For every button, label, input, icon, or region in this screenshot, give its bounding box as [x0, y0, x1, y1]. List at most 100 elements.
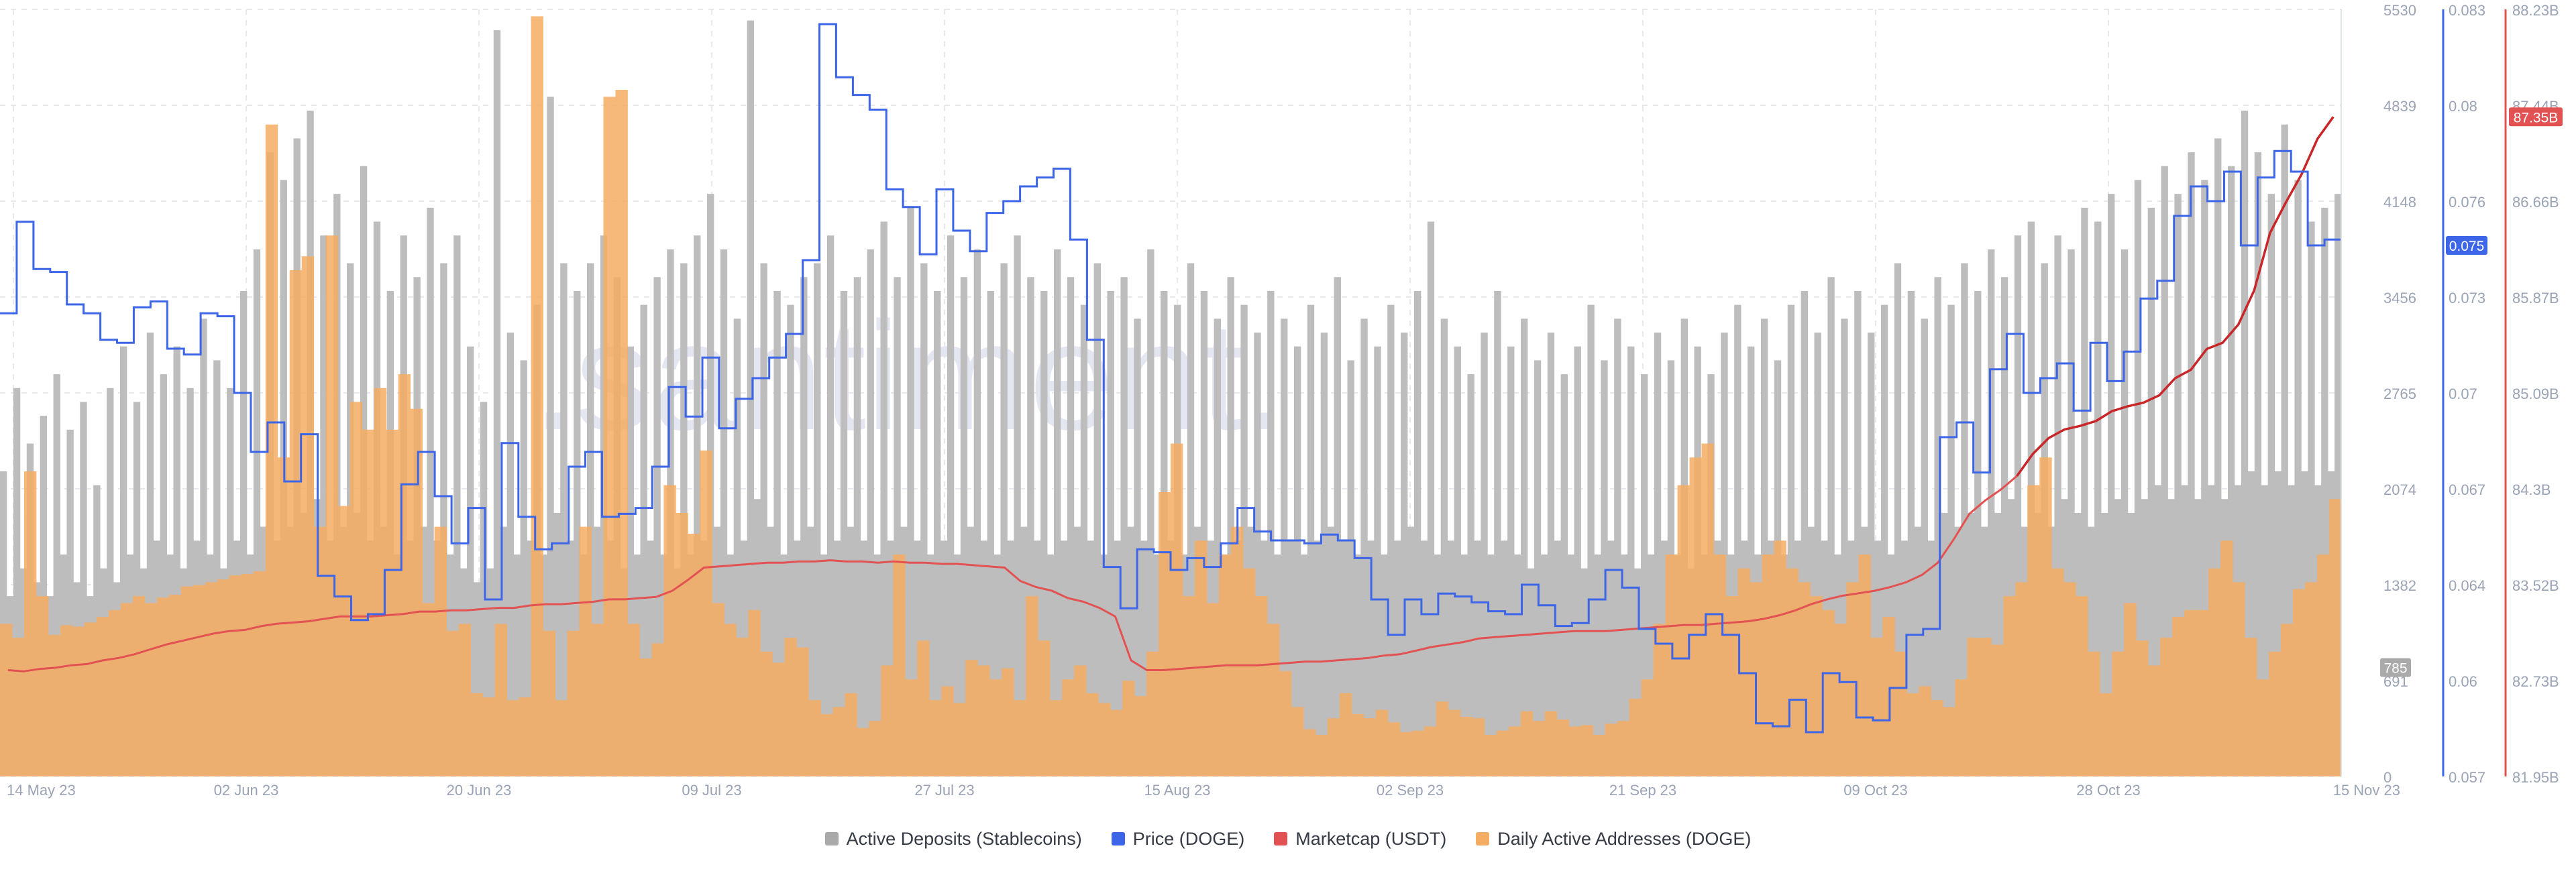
daily-active-addresses-bar: [217, 579, 230, 776]
price-step-line: [0, 23, 2341, 734]
active-deposits-bar: [1748, 346, 1755, 776]
x-axis-tick: 20 Jun 23: [447, 782, 512, 799]
active-deposits-bar: [807, 526, 814, 776]
active-deposits-bar: [2161, 166, 2168, 776]
legend-item-active-deposits[interactable]: Active Deposits (Stablecoins): [824, 828, 1082, 850]
daily-active-addresses-bar: [724, 624, 737, 776]
daily-active-addresses-bar: [0, 624, 13, 776]
active-deposits-bar: [2088, 526, 2095, 776]
legend-item-marketcap[interactable]: Marketcap (USDT): [1274, 829, 1446, 850]
daily-active-addresses-bar: [1411, 730, 1425, 776]
price-axis-tick: 0.067: [2449, 481, 2485, 498]
active-deposits-bar: [980, 540, 987, 776]
daily-active-addresses-bar: [422, 603, 435, 776]
active-deposits-bar: [1534, 360, 1542, 776]
deposits-current-badge-text: 785: [2383, 661, 2407, 677]
active-deposits-bar: [1240, 304, 1248, 776]
daily-active-addresses-bar: [1629, 699, 1642, 776]
active-deposits-bar: [2334, 194, 2342, 776]
daily-active-addresses-bar: [1786, 568, 1799, 776]
active-deposits-bar: [833, 540, 841, 776]
daily-active-addresses-bar: [1086, 693, 1099, 776]
daily-active-addresses-bar: [1363, 718, 1377, 776]
daily-active-addresses-bar: [1448, 709, 1461, 776]
daily-active-addresses-bar: [1870, 638, 1883, 776]
daily-active-addresses-bar: [857, 727, 869, 776]
legend-item-daily-active-addresses[interactable]: Daily Active Addresses (DOGE): [1476, 829, 1751, 850]
active-deposits-bar: [820, 555, 828, 776]
daily-active-addresses-bar: [519, 697, 531, 776]
active-deposits-bar: [1567, 555, 1574, 776]
active-deposits-bar: [1214, 318, 1221, 776]
x-axis-tick: 21 Sep 23: [1609, 782, 1676, 799]
x-axis-tick: 09 Oct 23: [1843, 782, 1907, 799]
daily-active-addresses-bar: [1074, 665, 1087, 776]
daily-active-addresses-bar: [2136, 640, 2149, 776]
daily-active-addresses-bar: [1159, 491, 1171, 776]
active-deposits-bar: [1760, 318, 1768, 776]
active-deposits-bar: [506, 333, 515, 776]
daily-active-addresses-bar: [1919, 686, 1931, 776]
daily-active-addresses-bar: [1955, 679, 1968, 776]
active-deposits-bar: [1087, 540, 1095, 776]
daily-active-addresses-bar: [1894, 651, 1907, 776]
active-deposits-bar: [1413, 290, 1421, 776]
active-deposits-bar: [1014, 235, 1021, 776]
daily-active-addresses-bar: [506, 700, 519, 776]
active-deposits-bar: [2254, 152, 2262, 776]
active-deposits-bar: [2081, 207, 2088, 777]
daily-active-addresses-bar: [1991, 644, 2004, 776]
active-deposits-bar: [787, 304, 794, 776]
daily-active-addresses-bar: [1230, 526, 1244, 776]
active-deposits-bar: [560, 263, 568, 777]
legend-item-price[interactable]: Price (DOGE): [1111, 829, 1244, 850]
active-deposits-bar: [1401, 333, 1408, 776]
active-deposits-bar: [927, 555, 934, 776]
active-deposits-bar: [1487, 555, 1495, 776]
active-deposits-bar: [1360, 318, 1368, 776]
active-deposits-bar: [173, 346, 180, 776]
active-deposits-bar: [1467, 374, 1474, 776]
daily-active-addresses-bar: [1858, 555, 1871, 776]
active-deposits-bar: [2101, 512, 2108, 776]
active-deposits-bar: [1607, 540, 1615, 776]
active-deposits-bar: [994, 555, 1001, 776]
legend-label-active-deposits: Active Deposits (Stablecoins): [846, 828, 1082, 849]
deposits-axis-tick: 2074: [2383, 481, 2416, 498]
daily-active-addresses-bar: [1050, 700, 1063, 776]
deposits-axis-tick: 4839: [2383, 98, 2416, 115]
active-deposits-bar: [1841, 318, 1848, 776]
active-deposits-bar: [1474, 540, 1481, 776]
active-deposits-bar: [1427, 221, 1435, 776]
active-deposits-bar: [1574, 346, 1581, 776]
daily-active-addresses-bar: [736, 638, 749, 776]
active-deposits-bar: [13, 388, 21, 776]
active-deposits-bar: [574, 290, 581, 776]
daily-active-addresses-bar: [1460, 717, 1473, 776]
daily-active-addresses-bar: [1110, 709, 1123, 776]
active-deposits-bar: [1974, 290, 1982, 776]
daily-active-addresses-bar: [434, 526, 447, 776]
daily-active-addresses-bar: [1279, 670, 1292, 776]
active-deposits-bar: [1640, 374, 1648, 776]
daily-active-addresses-bar: [2317, 555, 2330, 776]
active-deposits-bar: [1554, 540, 1562, 776]
daily-active-addresses-bar: [1062, 679, 1075, 776]
daily-active-addresses-bar: [1834, 624, 1847, 776]
daily-active-addresses-bar: [676, 512, 688, 776]
daily-active-addresses-bar: [301, 256, 315, 777]
daily-active-addresses-bar: [1798, 582, 1811, 776]
active-deposits-bar: [1734, 304, 1741, 776]
legend-swatch-daily-active-addresses: [1476, 832, 1490, 845]
active-deposits-bar: [1381, 555, 1388, 776]
active-deposits-bar: [1313, 540, 1322, 776]
active-deposits-bar: [1054, 249, 1061, 776]
daily-active-addresses-bar: [193, 585, 206, 776]
daily-active-addresses-bar: [132, 596, 146, 776]
daily-active-addresses-bar: [905, 679, 918, 776]
daily-active-addresses-bar: [2100, 693, 2112, 776]
active-deposits-bar: [486, 568, 494, 776]
active-deposits-bar: [760, 263, 767, 777]
daily-active-addresses-bar: [2172, 617, 2185, 776]
